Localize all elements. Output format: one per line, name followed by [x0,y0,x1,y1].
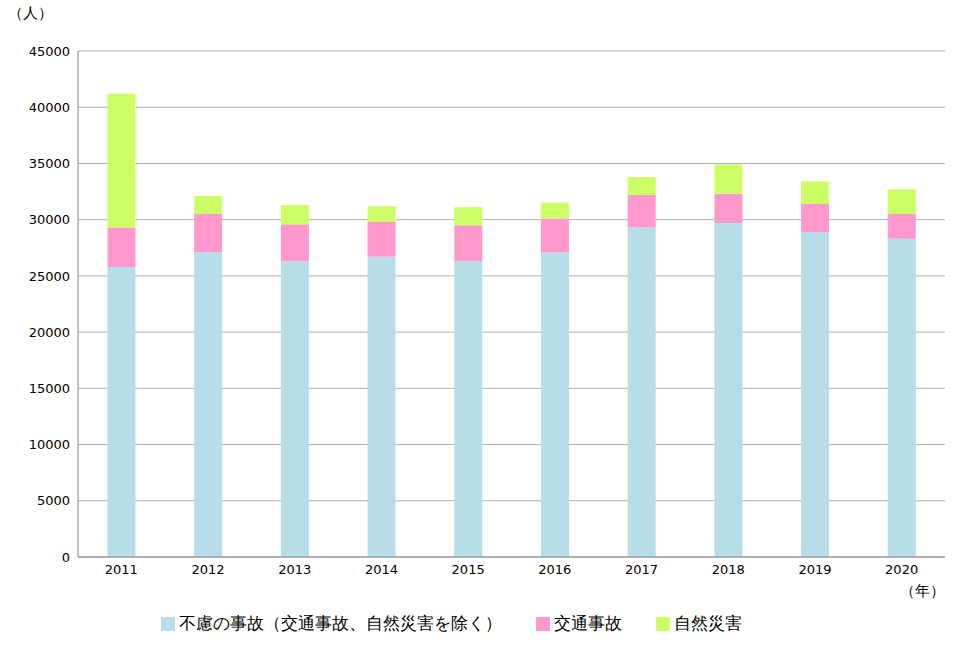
svg-text:25000: 25000 [29,269,70,284]
html-text:（年）: （年） [900,582,945,600]
svg-text:2012: 2012 [192,562,225,577]
svg-text:35000: 35000 [29,156,70,171]
html-text:（人）: （人） [8,4,53,22]
svg-text:30000: 30000 [29,212,70,227]
svg-text:15000: 15000 [29,381,70,396]
svg-text:2013: 2013 [278,562,311,577]
html-text:交通事故: 交通事故 [554,613,622,633]
svg-text:2018: 2018 [712,562,745,577]
svg-text:45000: 45000 [29,44,70,59]
html-text:自然災害: 自然災害 [674,613,742,633]
svg-text:40000: 40000 [29,100,70,115]
svg-text:2017: 2017 [625,562,658,577]
svg-text:2011: 2011 [105,562,138,577]
svg-text:2015: 2015 [452,562,485,577]
svg-text:2014: 2014 [365,562,398,577]
svg-text:20000: 20000 [29,325,70,340]
svg-text:5000: 5000 [37,493,70,508]
svg-text:2016: 2016 [538,562,571,577]
svg-text:2020: 2020 [885,562,918,577]
svg-text:2019: 2019 [798,562,831,577]
html-text:不慮の事故（交通事故、自然災害を除く）: 不慮の事故（交通事故、自然災害を除く） [179,613,502,633]
svg-text:0: 0 [62,550,70,565]
svg-text:10000: 10000 [29,437,70,452]
